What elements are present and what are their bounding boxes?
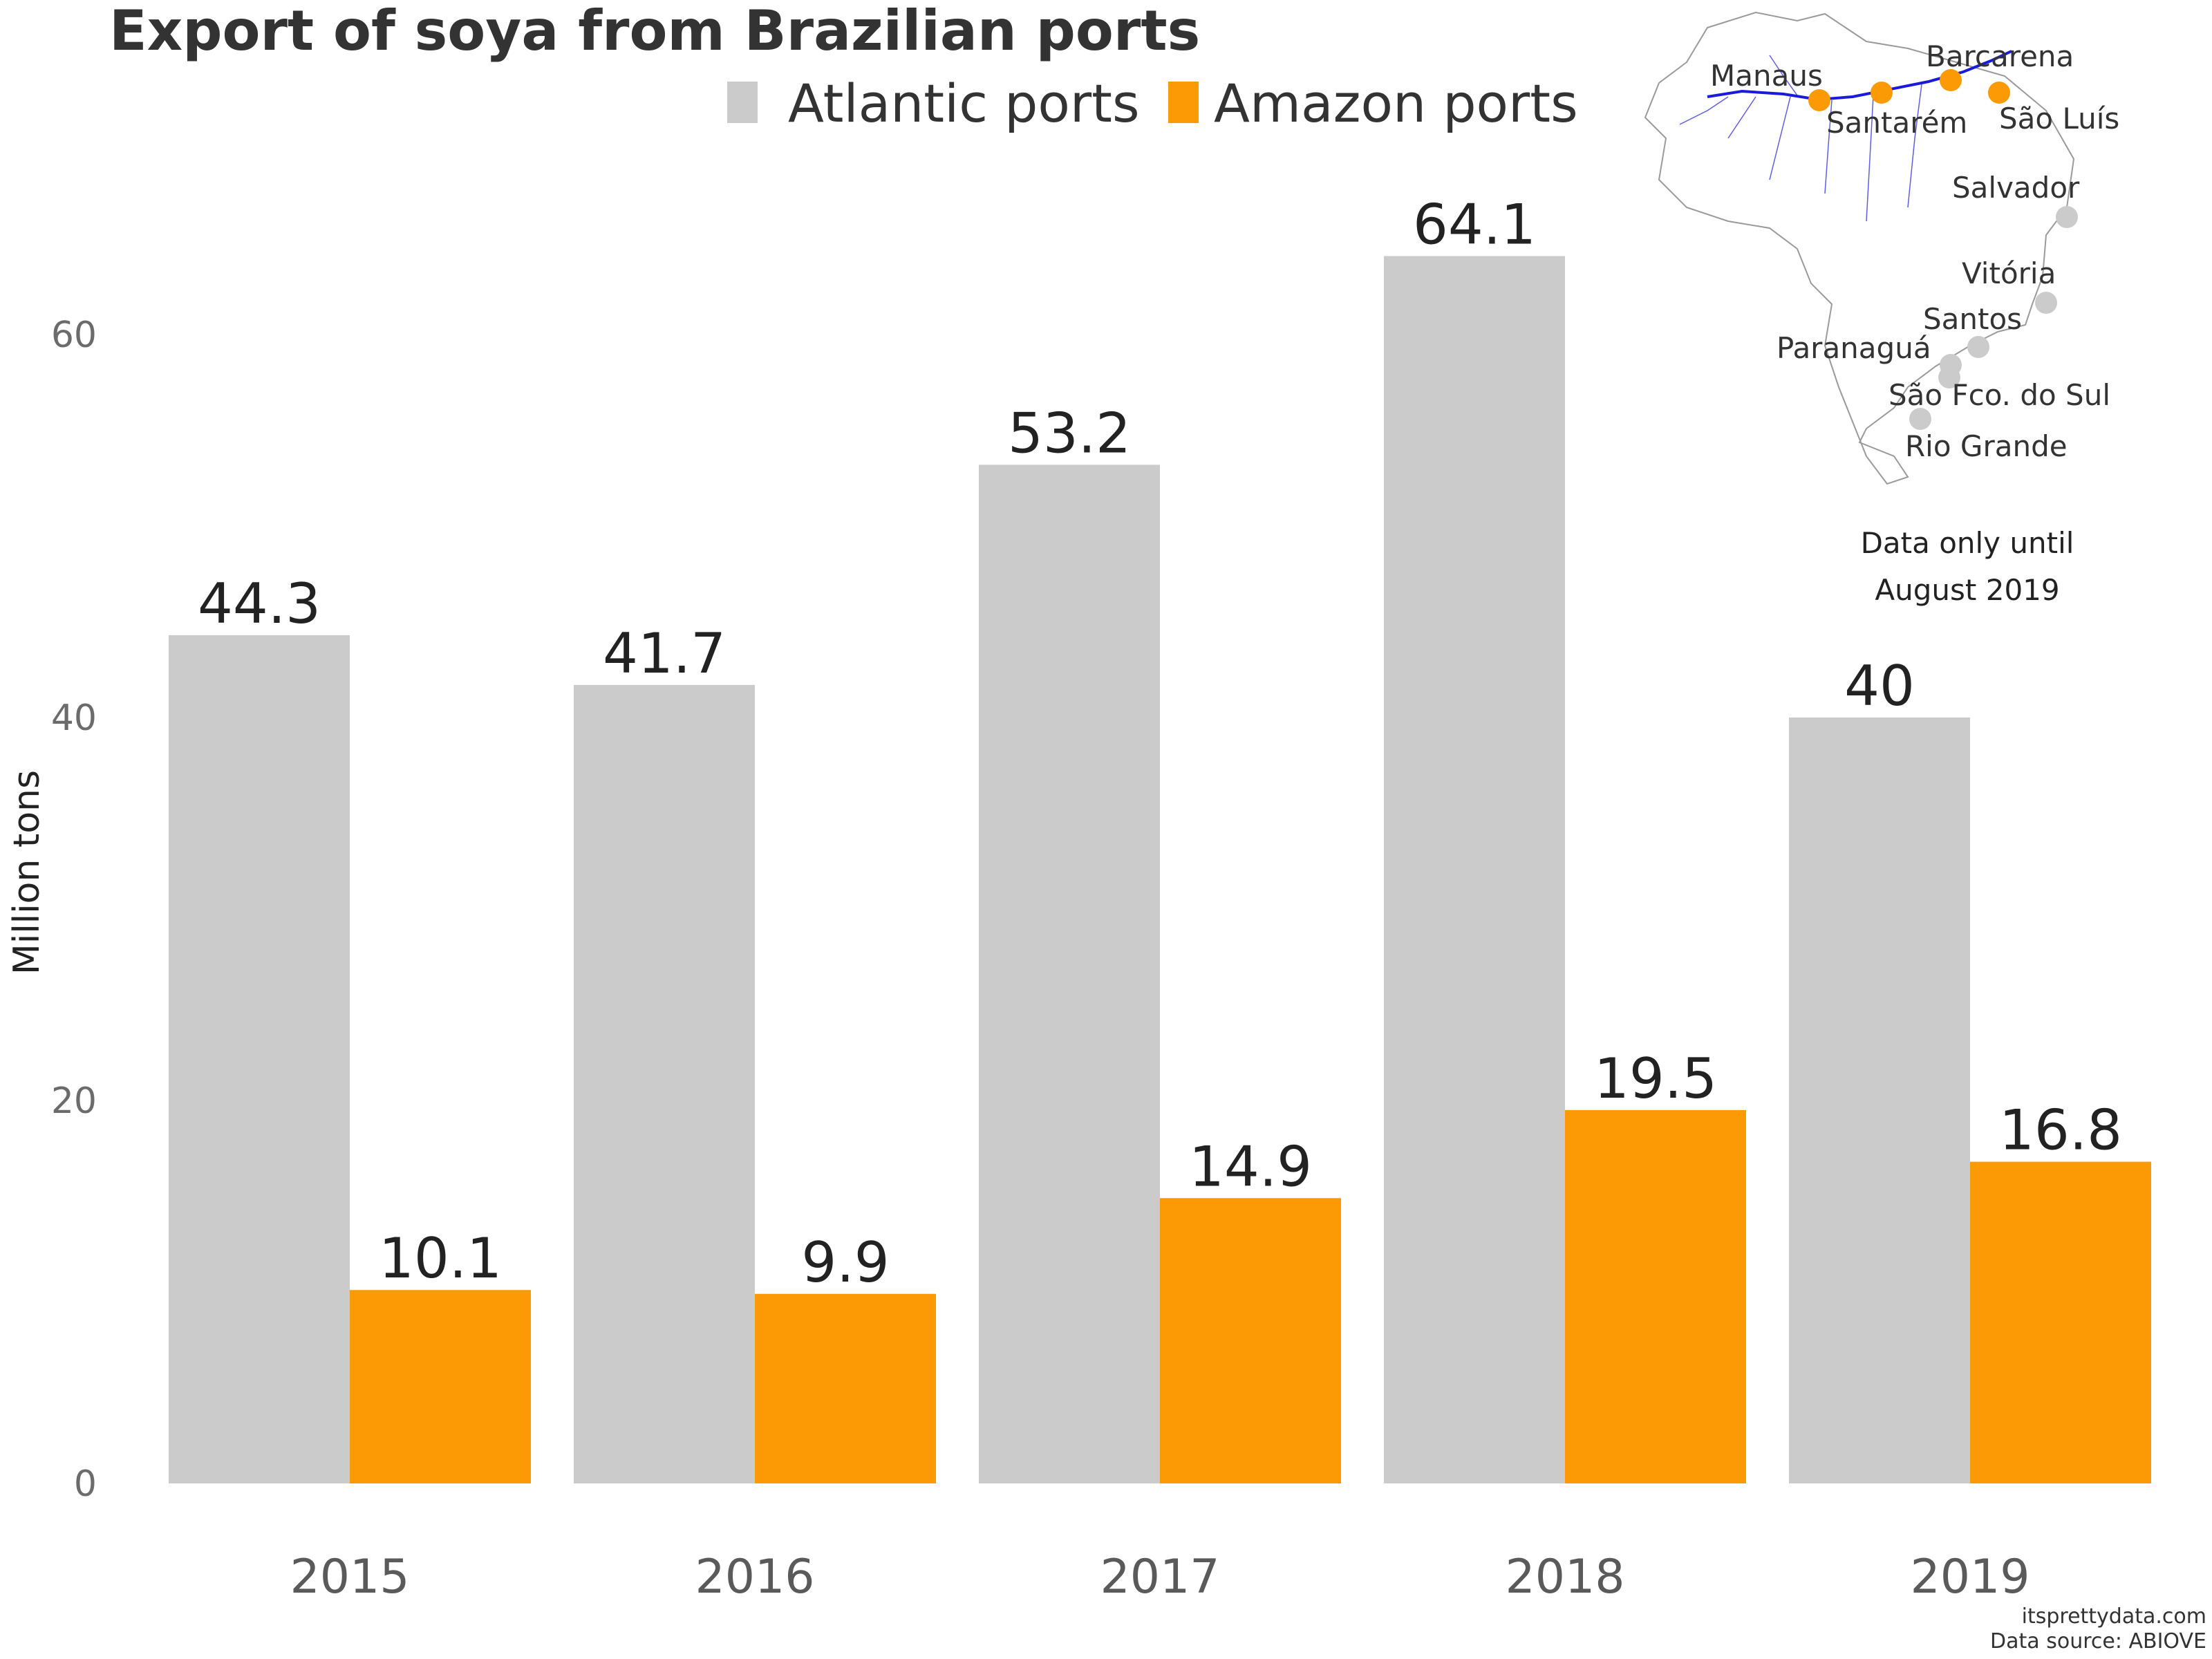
credit-source: Data source: ABIOVE [1990,1629,2206,1653]
legend-swatch-atlantic [727,82,758,123]
bar-atlantic-2017 [979,465,1160,1483]
bar-atlantic-2018 [1384,256,1565,1484]
x-tick-label-2017: 2017 [1100,1550,1219,1604]
port-marker-santarem [1871,82,1893,104]
port-label-santarem: Santarém [1826,106,1967,140]
port-label-sao-luis: São Luís [1999,102,2119,135]
brazil-inset-map: Manaus Santarém Barcarena São Luís Salva… [1644,11,2119,485]
value-label-amazon-2016: 9.9 [801,1230,889,1295]
legend: Atlantic ports Amazon ports [727,73,1578,134]
x-axis-ticks: 2015 2016 2017 2018 2019 [290,1550,2030,1604]
bar-amazon-2018 [1565,1109,1746,1483]
river-tributaries [1679,55,1922,222]
port-marker-barcarena [1940,69,1962,91]
port-label-santos: Santos [1923,302,2022,336]
value-label-amazon-2017: 14.9 [1189,1134,1312,1199]
y-tick-label-20: 20 [51,1080,97,1122]
legend-label-atlantic: Atlantic ports [788,73,1140,134]
value-label-amazon-2019: 16.8 [1999,1098,2122,1163]
port-label-manaus: Manaus [1710,59,1823,93]
chart-title: Export of soya from Brazilian ports [109,0,1200,63]
port-label-barcarena: Barcarena [1926,39,2074,73]
port-marker-vitoria [2035,292,2057,314]
port-label-rio-grande: Rio Grande [1905,429,2068,463]
x-tick-label-2015: 2015 [290,1550,409,1604]
y-tick-label-0: 0 [74,1463,97,1505]
y-axis-ticks: 0 20 40 60 [51,315,97,1505]
port-label-paranagua: Paranaguá [1777,331,1931,365]
port-label-sao-fco-do-sul: São Fco. do Sul [1888,378,2110,412]
bar-atlantic-2015 [169,635,350,1483]
value-label-amazon-2018: 19.5 [1594,1047,1717,1111]
data-note-line1: Data only until [1861,526,2074,560]
port-marker-salvador [2056,206,2078,228]
value-label-atlantic-2017: 53.2 [1008,401,1131,465]
value-labels: 44.3 10.1 41.7 9.9 53.2 14.9 64.1 19.5 40 16.8 [198,192,2122,1294]
y-axis-label: Million tons [6,770,48,975]
value-label-amazon-2015: 10.1 [379,1226,502,1291]
port-marker-santos [1967,336,1989,358]
bars [169,256,2151,1484]
y-tick-label-60: 60 [51,315,97,356]
data-note-line2: August 2019 [1875,573,2059,607]
credit-site: itsprettydata.com [2022,1604,2206,1629]
port-label-salvador: Salvador [1952,171,2080,205]
bar-amazon-2019 [1970,1161,2151,1483]
x-tick-label-2016: 2016 [695,1550,814,1604]
bar-amazon-2015 [350,1290,531,1483]
bar-atlantic-2016 [574,684,755,1484]
legend-swatch-amazon [1168,82,1199,123]
port-marker-sao-fco-do-sul [1938,366,1960,388]
bar-amazon-2017 [1160,1198,1341,1483]
port-label-vitoria: Vitória [1962,256,2056,290]
value-label-atlantic-2016: 41.7 [603,621,726,686]
bar-amazon-2016 [755,1293,936,1483]
brazil-outline [1644,11,2075,485]
amazon-river [1707,50,2012,102]
value-label-atlantic-2018: 64.1 [1413,192,1536,256]
y-tick-label-40: 40 [51,697,97,739]
x-tick-label-2019: 2019 [1910,1550,2030,1604]
port-marker-rio-grande [1909,408,1931,430]
bar-atlantic-2019 [1789,718,1970,1483]
legend-label-amazon: Amazon ports [1214,73,1578,134]
x-tick-label-2018: 2018 [1505,1550,1624,1604]
port-marker-sao-luis [1988,82,2010,104]
port-marker-manaus [1808,89,1830,111]
value-label-atlantic-2019: 40 [1844,654,1915,718]
value-label-atlantic-2015: 44.3 [198,572,321,636]
